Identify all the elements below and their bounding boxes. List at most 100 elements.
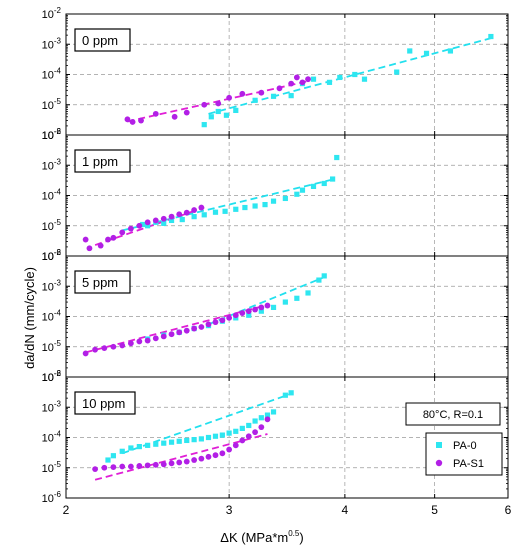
data-point-pa0 [352, 71, 358, 78]
data-point-pas1 [119, 229, 126, 236]
y-tick-label: 10-4 [42, 309, 62, 324]
panel-label: 0 ppm [82, 33, 118, 48]
data-point-pas1 [152, 461, 159, 468]
data-point-pas1 [101, 464, 108, 471]
data-point-pas1 [276, 85, 283, 92]
data-point-pas1 [168, 213, 175, 220]
data-point-pas1 [252, 429, 258, 436]
data-point-pa0 [423, 50, 430, 56]
data-point-pa0 [321, 180, 327, 187]
data-point-pa0 [233, 107, 239, 114]
data-point-pas1 [212, 452, 219, 459]
data-point-pa0 [191, 437, 197, 443]
data-point-pas1 [152, 217, 159, 224]
data-point-pa0 [239, 425, 245, 431]
data-point-pas1 [176, 211, 183, 218]
data-point-pa0 [270, 304, 277, 310]
data-point-pas1 [119, 463, 126, 470]
data-point-pa0 [136, 444, 142, 450]
data-point-pas1 [160, 215, 167, 222]
data-point-pas1 [129, 119, 136, 125]
data-point-pas1 [144, 337, 151, 344]
data-point-pas1 [82, 236, 89, 243]
data-point-pas1 [138, 117, 144, 124]
panel-label: 5 ppm [82, 275, 118, 290]
x-tick-label: 2 [63, 503, 70, 517]
data-point-pa0 [215, 108, 221, 115]
data-point-pas1 [168, 331, 175, 338]
data-point-pas1 [205, 453, 212, 460]
data-point-pa0 [226, 430, 232, 436]
data-point-pas1 [183, 327, 190, 334]
data-point-pas1 [245, 308, 252, 315]
panel-label-box [74, 391, 136, 415]
data-point-pas1 [160, 333, 167, 340]
data-point-pa0 [270, 93, 277, 99]
y-tick-label: 10-3 [42, 157, 62, 172]
data-point-pas1 [245, 433, 252, 440]
data-point-pas1 [191, 457, 198, 463]
data-point-pas1 [176, 329, 183, 336]
data-point-pas1 [183, 209, 190, 216]
x-tick-label: 4 [342, 503, 349, 517]
data-point-pa0 [321, 273, 327, 279]
y-axis-label: da/dN (mm/cycle) [22, 267, 37, 369]
data-point-pa0 [282, 195, 288, 202]
mark-layer [82, 33, 494, 473]
data-point-pa0 [294, 191, 300, 197]
data-point-pas1 [239, 437, 246, 444]
y-tick-label: 10-3 [42, 278, 62, 293]
data-point-pa0 [176, 438, 182, 444]
panel-label: 10 ppm [82, 396, 125, 411]
fit-line-pa0 [121, 392, 292, 455]
data-point-pas1 [232, 442, 239, 449]
data-point-pa0 [316, 277, 322, 283]
data-point-pas1 [127, 225, 134, 232]
fit-line-pas1 [94, 433, 268, 481]
data-point-pa0 [168, 217, 175, 224]
data-point-pas1 [144, 462, 151, 469]
data-point-pa0 [282, 299, 288, 305]
data-point-pas1 [101, 345, 108, 352]
legend-marker-pa0 [436, 442, 442, 448]
data-point-pas1 [198, 324, 205, 330]
data-point-pas1 [212, 319, 219, 326]
data-point-pa0 [198, 436, 204, 442]
data-point-pa0 [161, 220, 167, 226]
y-tick-label: 10-6 [42, 369, 62, 384]
data-point-pa0 [299, 187, 306, 193]
data-point-pas1 [305, 76, 311, 83]
data-point-pa0 [212, 433, 219, 439]
data-point-pa0 [145, 442, 151, 448]
data-point-pa0 [219, 432, 225, 438]
data-point-pas1 [105, 236, 111, 243]
y-tick-label: 10-5 [42, 339, 62, 354]
data-point-pas1 [82, 350, 89, 357]
y-tick-label: 10-2 [42, 127, 62, 142]
data-point-pa0 [282, 392, 288, 398]
data-point-pas1 [226, 314, 233, 321]
data-point-pas1 [198, 204, 205, 211]
data-point-pas1 [136, 222, 143, 229]
data-point-pas1 [191, 325, 198, 332]
data-point-pa0 [140, 221, 146, 228]
data-point-pa0 [294, 295, 300, 301]
data-point-pa0 [119, 448, 125, 454]
data-point-pa0 [201, 212, 207, 218]
data-point-pas1 [258, 424, 265, 431]
y-tick-label: 10-5 [42, 460, 62, 475]
data-point-pas1 [201, 101, 208, 108]
y-tick-label: 10-3 [42, 36, 62, 51]
data-point-pa0 [191, 214, 197, 220]
y-tick-label: 10-2 [42, 6, 62, 21]
data-point-pa0 [310, 183, 317, 189]
data-point-pa0 [242, 204, 248, 211]
legend-box [425, 432, 503, 476]
y-tick-label: 10-2 [42, 248, 62, 263]
legend-label: PA-S1 [453, 458, 484, 470]
data-point-pa0 [205, 434, 212, 441]
y-tick-label: 10-6 [42, 248, 62, 263]
data-point-pa0 [184, 437, 190, 444]
